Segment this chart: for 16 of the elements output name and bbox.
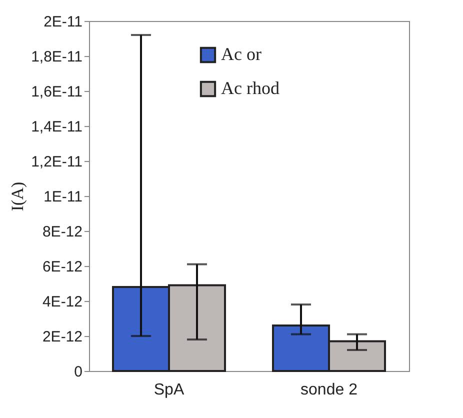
- y-tick-label: 1,6E-11: [31, 84, 82, 100]
- y-tick-label: 8E-12: [42, 224, 82, 240]
- y-tick-label: 2E-11: [44, 14, 82, 30]
- x-tick-label: sonde 2: [300, 382, 358, 398]
- legend-label: Ac or: [221, 44, 262, 64]
- y-axis-title: I(A): [8, 182, 28, 212]
- y-tick-label: 1E-11: [44, 188, 82, 206]
- y-tick-label: 2E-12: [42, 328, 82, 346]
- y-tick-label: 1,2E-11: [31, 154, 82, 170]
- y-tick-label: 0: [74, 364, 82, 380]
- y-tick-label: 4E-12: [42, 294, 82, 310]
- y-tick-label: 1,4E-11: [31, 118, 82, 136]
- legend-label: Ac rhod: [221, 78, 280, 98]
- y-tick-label: 1,8E-11: [31, 48, 82, 66]
- y-tick-label: 6E-12: [42, 258, 82, 276]
- x-tick-label: SpA: [154, 382, 184, 398]
